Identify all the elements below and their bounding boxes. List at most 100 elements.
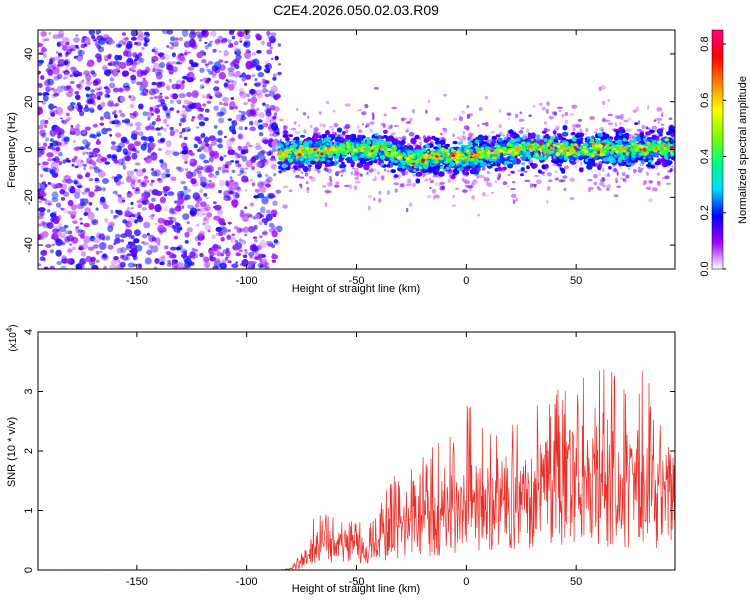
noise-cell bbox=[85, 151, 89, 154]
noise-cell bbox=[241, 175, 249, 183]
signal-cell bbox=[403, 146, 408, 150]
noise-cell bbox=[274, 93, 281, 99]
noise-cell bbox=[267, 35, 271, 40]
noise-cell bbox=[181, 30, 189, 37]
signal-halo-cell bbox=[468, 113, 474, 117]
noise-cell bbox=[162, 53, 170, 60]
noise-cell bbox=[205, 196, 210, 200]
noise-cell bbox=[58, 226, 67, 232]
signal-halo-cell bbox=[507, 117, 511, 121]
noise-cell bbox=[234, 70, 241, 78]
noise-cell bbox=[87, 246, 95, 251]
noise-cell bbox=[213, 90, 221, 95]
signal-cell bbox=[487, 139, 493, 143]
noise-cell bbox=[272, 76, 277, 81]
noise-cell bbox=[185, 188, 192, 193]
noise-cell bbox=[168, 219, 174, 225]
noise-cell bbox=[272, 115, 277, 120]
noise-cell bbox=[219, 156, 224, 162]
signal-halo-cell bbox=[478, 174, 485, 179]
noise-cell bbox=[64, 71, 70, 79]
noise-cell bbox=[124, 155, 131, 162]
noise-cell bbox=[107, 55, 112, 60]
noise-cell bbox=[160, 98, 166, 105]
signal-halo-cell bbox=[331, 128, 334, 133]
signal-halo-cell bbox=[656, 172, 661, 176]
noise-cell bbox=[260, 40, 265, 45]
signal-cell bbox=[634, 122, 639, 125]
signal-cell bbox=[578, 134, 582, 137]
noise-cell bbox=[271, 122, 278, 131]
noise-cell bbox=[220, 236, 225, 242]
noise-cell bbox=[213, 125, 218, 129]
noise-cell bbox=[87, 211, 95, 220]
signal-cell bbox=[281, 163, 287, 169]
noise-cell bbox=[167, 259, 172, 265]
noise-cell bbox=[199, 67, 205, 73]
noise-cell bbox=[185, 168, 188, 172]
noise-cell bbox=[165, 112, 171, 117]
signal-cell bbox=[482, 135, 489, 141]
noise-cell bbox=[119, 112, 126, 118]
signal-cell bbox=[622, 137, 627, 142]
noise-cell bbox=[179, 226, 183, 231]
noise-cell bbox=[73, 180, 78, 185]
noise-cell bbox=[115, 132, 122, 138]
noise-cell bbox=[39, 189, 45, 196]
noise-cell bbox=[53, 210, 57, 214]
noise-cell bbox=[44, 183, 48, 188]
signal-halo-cell bbox=[607, 113, 613, 117]
signal-halo-cell bbox=[328, 190, 333, 194]
signal-halo-cell bbox=[355, 171, 361, 177]
noise-cell bbox=[151, 81, 157, 86]
noise-cell bbox=[271, 254, 279, 260]
noise-cell bbox=[56, 260, 62, 266]
noise-cell bbox=[254, 89, 263, 96]
noise-cell bbox=[51, 191, 59, 200]
signal-halo-cell bbox=[377, 198, 382, 203]
noise-cell bbox=[128, 95, 132, 99]
signal-halo-cell bbox=[588, 187, 594, 190]
noise-cell bbox=[254, 213, 261, 220]
noise-cell bbox=[139, 57, 145, 63]
signal-cell bbox=[457, 142, 462, 145]
noise-cell bbox=[175, 99, 180, 103]
signal-cell bbox=[516, 137, 521, 142]
signal-halo-cell bbox=[405, 183, 412, 187]
noise-cell bbox=[251, 265, 255, 269]
noise-cell bbox=[94, 177, 99, 182]
signal-cell bbox=[662, 162, 669, 168]
signal-halo-cell bbox=[614, 168, 617, 172]
noise-cell bbox=[46, 222, 54, 229]
noise-cell bbox=[121, 38, 129, 44]
noise-cell bbox=[121, 161, 126, 167]
signal-halo-cell bbox=[541, 106, 546, 111]
noise-cell bbox=[252, 58, 260, 67]
noise-cell bbox=[174, 200, 178, 204]
noise-cell bbox=[179, 134, 183, 139]
signal-halo-cell bbox=[613, 194, 619, 198]
signal-halo-cell bbox=[428, 177, 432, 180]
signal-cell bbox=[561, 170, 566, 174]
signal-halo-cell bbox=[536, 179, 542, 185]
signal-halo-cell bbox=[406, 121, 412, 124]
noise-cell bbox=[182, 104, 186, 109]
noise-cell bbox=[136, 188, 139, 192]
noise-cell bbox=[134, 162, 141, 166]
signal-halo-cell bbox=[401, 171, 406, 176]
noise-cell bbox=[242, 101, 249, 106]
noise-cell bbox=[235, 252, 242, 257]
signal-halo-cell bbox=[585, 127, 589, 133]
signal-halo-cell bbox=[435, 182, 439, 187]
signal-cell bbox=[557, 163, 563, 167]
noise-cell bbox=[244, 82, 248, 86]
noise-cell bbox=[157, 217, 165, 224]
noise-cell bbox=[253, 236, 258, 240]
noise-cell bbox=[186, 77, 194, 83]
noise-cell bbox=[81, 251, 86, 257]
noise-cell bbox=[223, 102, 229, 107]
noise-cell bbox=[95, 140, 101, 146]
noise-cell bbox=[154, 51, 160, 56]
noise-cell bbox=[38, 107, 44, 115]
signal-cell bbox=[543, 157, 547, 161]
